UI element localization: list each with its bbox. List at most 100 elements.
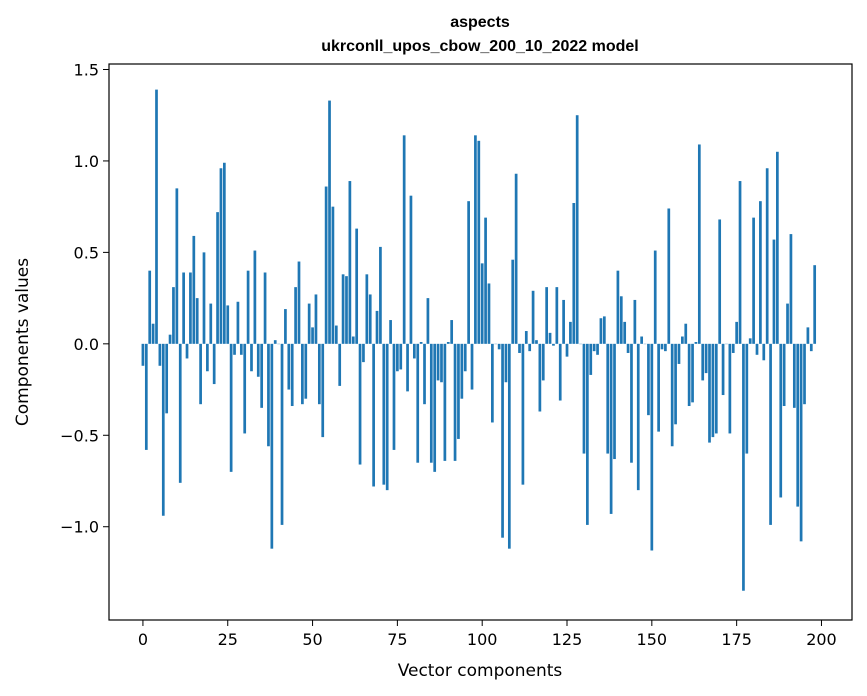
bar-118: [541, 343, 545, 381]
bar-47: [301, 343, 304, 405]
bar-76: [399, 343, 403, 370]
bar-38: [270, 343, 274, 549]
bar-36: [263, 272, 267, 344]
bar-113: [524, 331, 528, 344]
bar-182: [759, 201, 762, 344]
x-tick-label: 150: [637, 630, 668, 649]
bar-178: [745, 343, 749, 454]
x-tick-label: 25: [218, 630, 238, 649]
bar-63: [355, 228, 359, 344]
bar-193: [796, 343, 800, 507]
bar-42: [284, 309, 287, 344]
bar-14: [189, 272, 192, 344]
bar-81: [416, 343, 420, 463]
bar-120: [548, 332, 552, 344]
bar-108: [507, 343, 511, 549]
bar-161: [687, 343, 691, 407]
bar-74: [392, 343, 396, 450]
bar-109: [511, 259, 515, 344]
bar-80: [412, 343, 416, 359]
bar-111: [518, 343, 521, 353]
bar-131: [586, 343, 589, 525]
bar-2: [148, 270, 152, 344]
bar-1: [144, 343, 148, 450]
bar-13: [185, 343, 189, 359]
bar-7: [165, 343, 169, 414]
bar-20: [209, 303, 213, 344]
bar-132: [589, 343, 593, 375]
bar-98: [474, 135, 477, 344]
bar-140: [616, 270, 620, 344]
bar-116: [535, 340, 538, 344]
bar-62: [351, 336, 355, 344]
bar-65: [362, 343, 365, 363]
bar-30: [243, 343, 247, 434]
bar-92: [453, 343, 457, 461]
bar-166: [704, 343, 708, 374]
x-tick-label: 175: [721, 630, 752, 649]
bar-77: [402, 135, 406, 344]
bar-195: [803, 343, 806, 405]
x-tick-label: 50: [302, 630, 322, 649]
bar-151: [653, 250, 657, 344]
y-tick-label: 1.0: [74, 152, 99, 171]
bar-48: [304, 343, 308, 399]
bar-159: [681, 336, 684, 344]
bar-136: [602, 316, 606, 344]
bar-26: [229, 343, 233, 472]
bar-177: [742, 343, 745, 591]
bar-112: [521, 343, 525, 485]
bar-110: [514, 173, 518, 344]
bar-87: [436, 343, 440, 381]
bars-group: [141, 89, 817, 591]
x-tick-label: 75: [387, 630, 407, 649]
bar-79: [409, 195, 413, 344]
bar-180: [752, 217, 755, 344]
bar-171: [721, 343, 725, 396]
bar-160: [684, 323, 688, 344]
bar-147: [640, 336, 644, 344]
bar-196: [806, 327, 810, 344]
y-tick-label: 0.5: [74, 243, 99, 262]
plot-frame: [108, 63, 853, 621]
bar-93: [457, 343, 460, 439]
bar-134: [596, 343, 599, 355]
bar-97: [470, 343, 474, 390]
bar-90: [446, 342, 450, 344]
bar-8: [168, 334, 172, 344]
bar-125: [565, 343, 569, 357]
chart-subtitle: ukrconll_upos_cbow_200_10_2022 model: [321, 38, 638, 55]
bar-85: [429, 343, 433, 463]
bar-50: [311, 327, 314, 344]
bar-54: [324, 186, 328, 344]
bar-71: [382, 343, 386, 485]
bar-41: [280, 343, 284, 525]
bar-189: [782, 343, 786, 407]
bar-152: [657, 343, 660, 432]
bar-155: [667, 208, 671, 344]
bar-39: [273, 340, 277, 344]
bar-141: [619, 296, 623, 344]
bar-103: [491, 343, 494, 423]
y-axis-label: Components values: [13, 258, 33, 426]
bar-10: [175, 188, 179, 344]
bar-139: [613, 343, 616, 460]
bar-64: [358, 343, 362, 465]
bar-37: [267, 343, 270, 447]
bar-102: [487, 283, 491, 344]
bar-78: [406, 343, 409, 392]
bar-57: [334, 325, 338, 344]
bar-45: [294, 287, 297, 344]
bar-197: [809, 343, 813, 352]
bar-121: [552, 343, 555, 346]
x-tick-label: 200: [806, 630, 837, 649]
bar-126: [569, 321, 572, 344]
y-tick-label: −0.5: [60, 426, 99, 445]
bar-0: [141, 343, 145, 366]
bar-133: [592, 343, 596, 352]
bar-154: [664, 343, 667, 352]
bar-138: [609, 343, 613, 514]
bar-150: [650, 343, 654, 551]
bar-84: [426, 298, 430, 344]
bar-173: [728, 343, 732, 434]
